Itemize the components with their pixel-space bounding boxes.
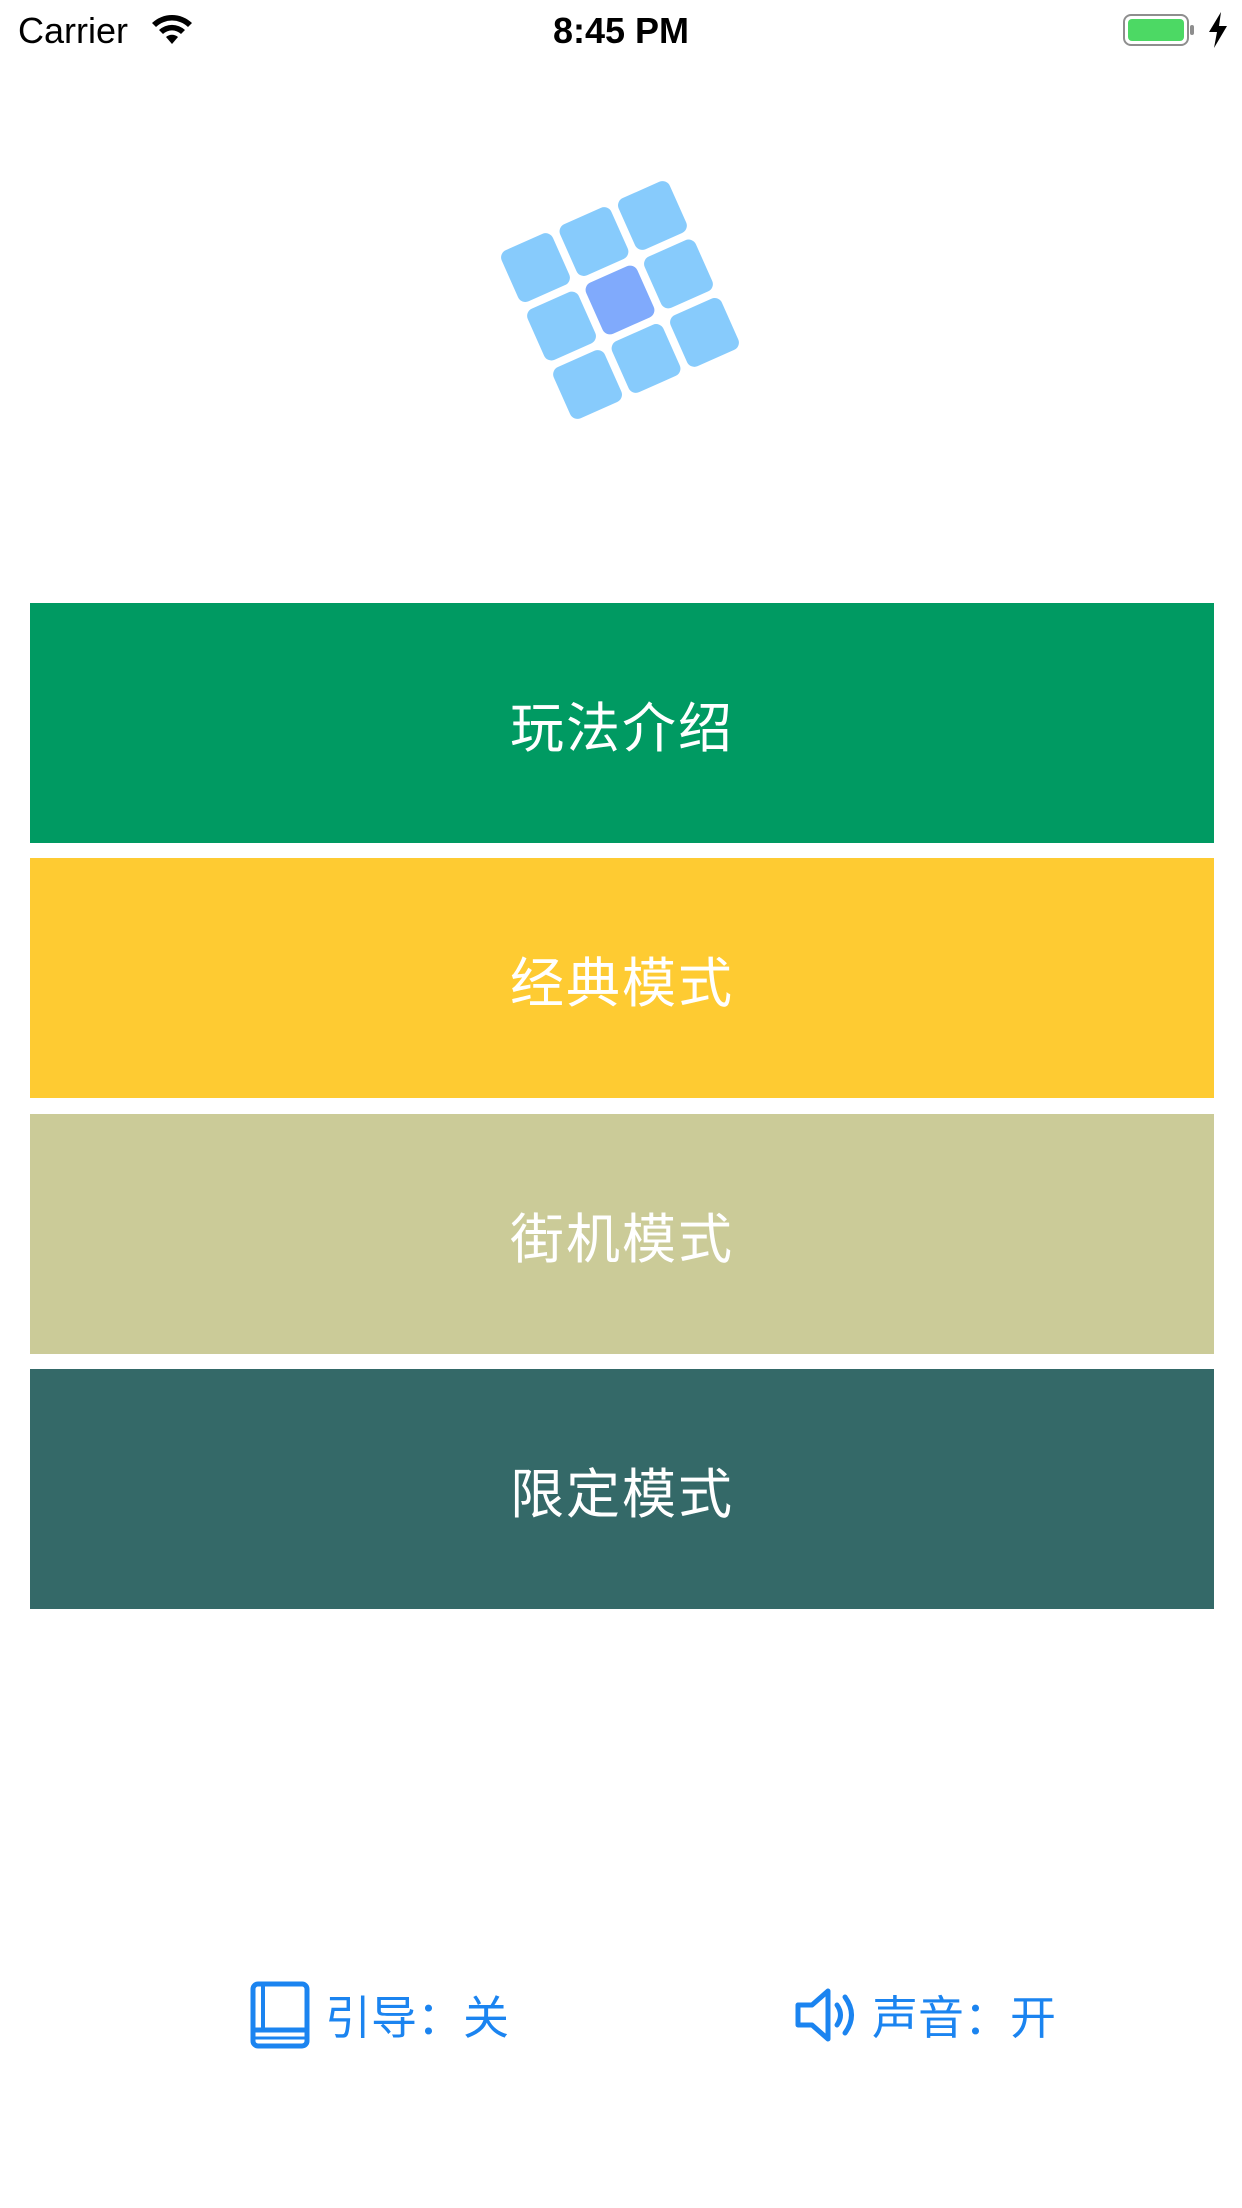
classic-mode-button[interactable]: 经典模式 (30, 858, 1214, 1098)
carrier-label: Carrier (18, 10, 129, 51)
guide-value: 关 (463, 1991, 509, 2045)
limited-mode-button-label: 限定模式 (510, 1462, 734, 1526)
arcade-mode-button[interactable]: 街机模式 (30, 1114, 1214, 1354)
battery-icon (1123, 14, 1194, 46)
charging-bolt-icon (1209, 12, 1227, 48)
logo-tile (553, 350, 622, 419)
logo-tile (618, 181, 687, 250)
grid-tiles-logo (501, 181, 739, 419)
wifi-icon (152, 15, 192, 44)
guide-toggle[interactable]: 引导： 关 (245, 1975, 509, 2055)
arcade-mode-button-label: 街机模式 (510, 1207, 734, 1271)
logo-center-tile (585, 265, 655, 335)
status-bar: Carrier 8:45 PM (0, 0, 1242, 60)
logo-tile (501, 233, 570, 302)
intro-button-label: 玩法介绍 (510, 696, 734, 760)
logo-tile (527, 291, 596, 361)
logo-tile (611, 324, 681, 393)
logo-tile (670, 298, 739, 367)
limited-mode-button[interactable]: 限定模式 (30, 1369, 1214, 1609)
guide-label: 引导： (325, 1991, 463, 2045)
sound-value: 开 (1010, 1991, 1056, 2045)
status-time: 8:45 PM (552, 10, 690, 51)
logo-tile (644, 239, 713, 309)
intro-button[interactable]: 玩法介绍 (30, 603, 1214, 843)
speaker-icon (795, 1988, 854, 2042)
classic-mode-button-label: 经典模式 (510, 951, 734, 1015)
logo-tile (559, 207, 629, 276)
sound-toggle[interactable]: 声音： 开 (792, 1975, 1056, 2055)
sound-label: 声音： (872, 1991, 1010, 2045)
book-icon (250, 1981, 310, 2049)
